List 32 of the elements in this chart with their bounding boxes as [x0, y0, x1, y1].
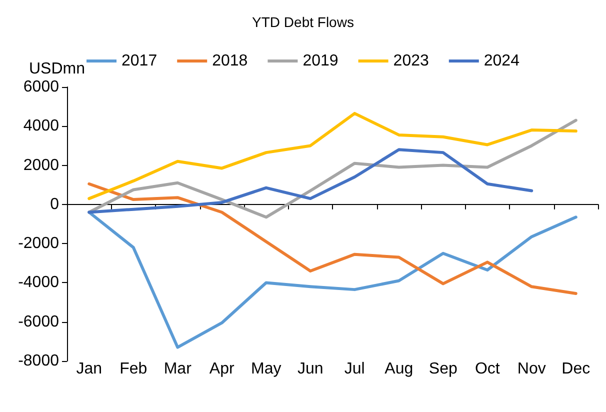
line-series [88, 148, 534, 214]
x-tick-label: May [251, 360, 282, 378]
x-tick-label: Mar [164, 360, 192, 378]
legend-label: 2023 [393, 52, 429, 70]
y-tick-label: 2000 [23, 156, 60, 174]
y-tick-label: 6000 [23, 78, 60, 96]
legend-label: 2019 [302, 52, 338, 70]
legend-label: 2017 [122, 52, 158, 70]
x-tick-label: Feb [120, 360, 148, 378]
y-axis-title: USDmn [28, 60, 85, 78]
y-tick-label: -8000 [18, 352, 60, 370]
y-tick-label: -6000 [18, 313, 60, 330]
x-tick-label: Oct [474, 360, 500, 378]
x-tick-label: Apr [209, 360, 235, 378]
line-series [88, 182, 578, 295]
y-tick-label: -4000 [18, 274, 60, 292]
y-tick-label: 0 [50, 196, 60, 213]
y-tick-label: -2000 [18, 235, 60, 252]
x-tick-label: Dec [562, 360, 590, 378]
x-tick-label: Jan [76, 360, 102, 378]
x-tick-label: Jun [297, 360, 324, 378]
x-tick-label: Nov [517, 360, 546, 378]
line-series [88, 210, 578, 349]
legend-label: 2018 [212, 52, 248, 70]
x-tick-label: Jul [344, 360, 365, 378]
line-series [88, 118, 578, 219]
y-tick-label: 4000 [23, 118, 60, 135]
x-tick-label: Aug [384, 360, 414, 378]
legend-label: 2024 [484, 52, 520, 70]
line-series [88, 112, 578, 200]
x-tick-label: Sep [428, 360, 458, 378]
chart-title: YTD Debt Flows [252, 14, 354, 30]
